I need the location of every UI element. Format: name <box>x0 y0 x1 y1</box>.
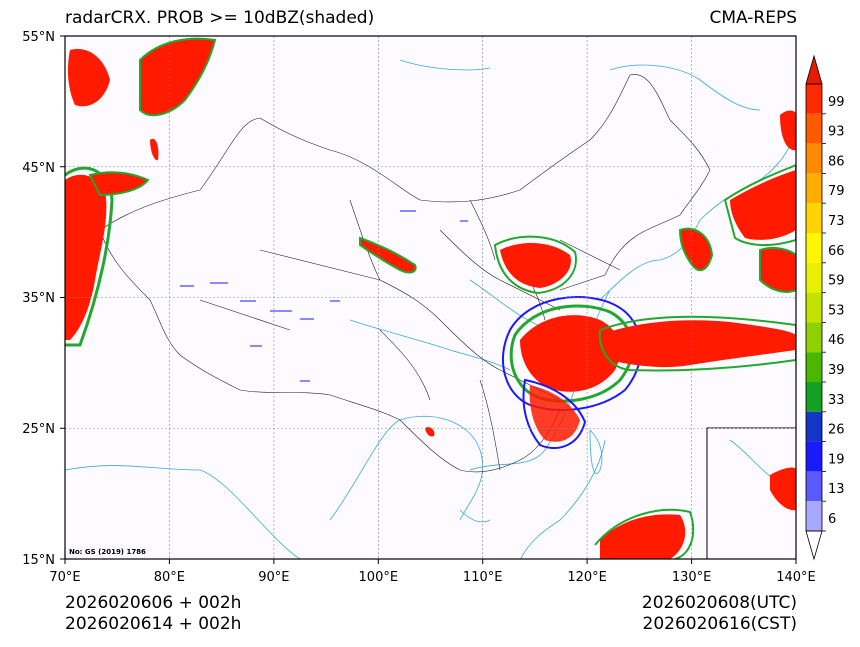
init-utc: 2026020606 + 002h <box>65 593 242 613</box>
colorbar-swatch <box>806 113 822 144</box>
lon-label: 90°E <box>258 570 289 585</box>
colorbar-swatch <box>806 233 822 263</box>
footer-valid-times: 2026020608(UTC) 2026020616(CST) <box>642 593 797 635</box>
colorbar-label: 99 <box>828 95 845 110</box>
colorbar-swatch <box>806 441 822 472</box>
colorbar-label: 46 <box>828 333 845 348</box>
lat-label: 45°N <box>22 161 55 176</box>
colorbar-swatch <box>806 322 822 353</box>
lon-label: 120°E <box>567 570 607 585</box>
colorbar-swatch <box>806 143 822 174</box>
colorbar-label: 53 <box>828 303 845 318</box>
colorbar-swatch <box>806 411 822 442</box>
lon-label: 70°E <box>49 570 80 585</box>
colorbar-bottom-arrow <box>805 530 823 561</box>
map-review-number: No: GS (2019) 1786 <box>69 548 146 556</box>
lat-label: 35°N <box>22 291 55 306</box>
colorbar-label: 66 <box>828 244 845 259</box>
lat-labels: 55°N 45°N 35°N 25°N 15°N <box>22 30 55 568</box>
colorbar-label: 26 <box>828 423 845 438</box>
probability-shading <box>65 37 796 559</box>
colorbar-label: 86 <box>828 154 845 169</box>
axis-ticks <box>60 35 797 564</box>
colorbar-frame <box>805 83 823 532</box>
colorbar-label: 59 <box>828 274 845 289</box>
lon-label: 100°E <box>359 570 399 585</box>
colorbar-label: 79 <box>828 184 845 199</box>
valid-utc: 2026020608(UTC) <box>641 593 797 613</box>
valid-cst: 2026020616(CST) <box>642 614 797 634</box>
lon-label: 140°E <box>776 570 816 585</box>
colorbar-swatch <box>806 173 822 204</box>
colorbar-label: 39 <box>828 363 845 378</box>
colorbar-label: 73 <box>828 214 845 229</box>
lat-label: 15°N <box>22 553 55 568</box>
colorbar-swatch <box>806 203 822 233</box>
colorbar-label: 19 <box>828 452 845 467</box>
lon-label: 80°E <box>154 570 185 585</box>
model-name: CMA-REPS <box>709 8 797 28</box>
colorbar: 99 93 86 79 73 66 59 53 46 39 33 26 19 13 6 <box>805 54 845 561</box>
gridlines <box>65 36 796 559</box>
colorbar-label: 13 <box>828 482 845 497</box>
colorbar-swatch <box>806 471 822 502</box>
colorbar-swatch <box>806 382 822 412</box>
footer-init-times: 2026020606 + 002h 2026020614 + 002h <box>65 593 241 635</box>
lon-label: 130°E <box>672 570 712 585</box>
colorbar-top-arrow <box>805 54 823 85</box>
colorbar-swatch <box>806 84 822 114</box>
lat-label: 55°N <box>22 30 55 45</box>
colorbar-label: 93 <box>828 125 845 140</box>
colorbar-swatch <box>806 501 822 531</box>
colorbar-swatch <box>806 352 822 382</box>
colorbar-swatch <box>806 292 822 323</box>
colorbar-label: 33 <box>828 393 845 408</box>
colorbar-swatch <box>806 262 822 293</box>
map-title: radarCRX. PROB >= 10dBZ(shaded) <box>65 8 375 28</box>
colorbar-label: 6 <box>828 512 836 527</box>
lon-labels: 70°E 80°E 90°E 100°E 110°E 120°E 130°E 1… <box>49 570 815 585</box>
lat-label: 25°N <box>22 422 55 437</box>
init-cst: 2026020614 + 002h <box>65 614 242 634</box>
lon-label: 110°E <box>463 570 503 585</box>
